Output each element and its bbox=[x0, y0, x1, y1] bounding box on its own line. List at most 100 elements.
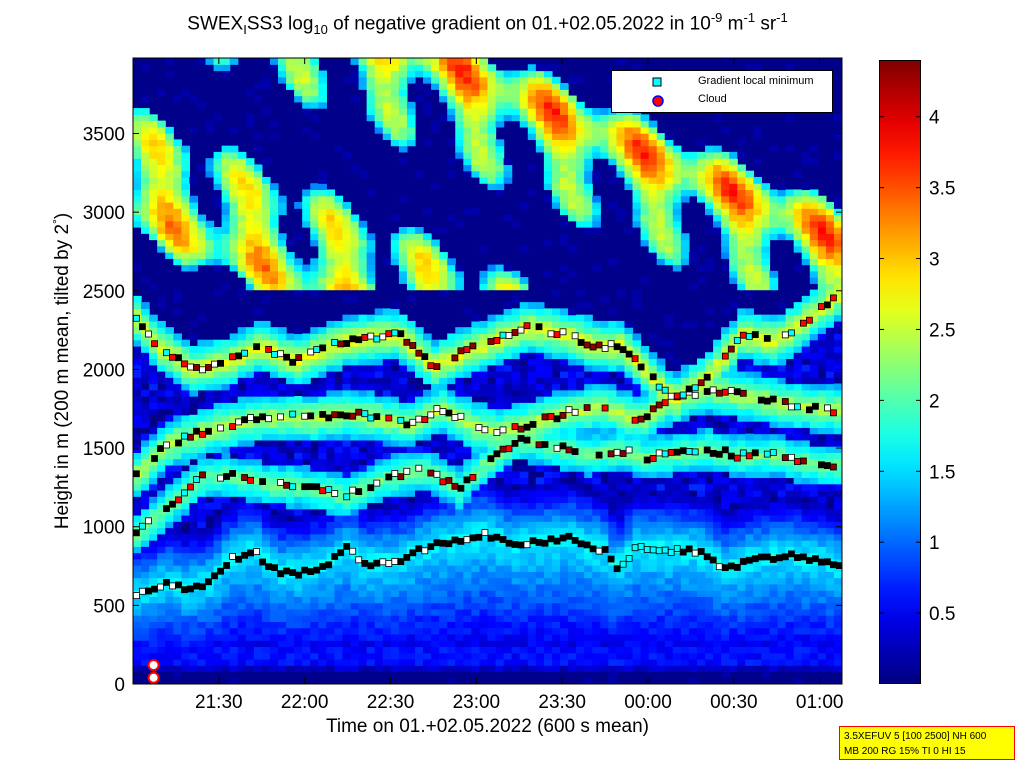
heatmap-cell bbox=[310, 571, 319, 579]
heatmap-cell bbox=[342, 402, 352, 410]
heatmap-cell bbox=[294, 565, 303, 572]
heatmap-cell bbox=[390, 452, 400, 460]
heatmap-cell bbox=[294, 377, 303, 385]
heatmap-cell bbox=[229, 264, 239, 272]
heatmap-cell bbox=[237, 646, 247, 654]
heatmap-cell bbox=[374, 320, 384, 328]
heatmap-cell bbox=[133, 133, 142, 140]
heatmap-cell bbox=[165, 227, 174, 234]
heatmap-cell bbox=[334, 590, 344, 597]
heatmap-cell bbox=[366, 64, 376, 72]
heatmap-cell bbox=[398, 239, 408, 247]
heatmap-cell bbox=[197, 646, 207, 654]
heatmap-cell bbox=[229, 345, 239, 353]
heatmap-cell bbox=[173, 621, 182, 629]
heatmap-cell bbox=[141, 421, 150, 428]
heatmap-cell bbox=[358, 452, 368, 460]
heatmap-cell bbox=[269, 502, 279, 510]
heatmap-cell bbox=[245, 201, 255, 209]
heatmap-cell bbox=[165, 208, 174, 216]
heatmap-cell bbox=[149, 345, 158, 353]
heatmap-cell bbox=[157, 208, 166, 216]
heatmap-cell bbox=[133, 496, 142, 504]
heatmap-cell bbox=[221, 552, 231, 560]
heatmap-cell bbox=[294, 452, 303, 460]
heatmap-cell bbox=[342, 314, 352, 322]
heatmap-cell bbox=[253, 339, 263, 347]
heatmap-cell bbox=[213, 577, 223, 585]
title-rest: of negative gradient on 01.+02.05.2022 i… bbox=[327, 13, 711, 35]
heatmap-cell bbox=[141, 508, 150, 516]
heatmap-cell bbox=[382, 489, 392, 497]
heatmap-cell bbox=[173, 521, 182, 529]
heatmap-cell bbox=[342, 201, 352, 209]
heatmap-cell bbox=[261, 383, 271, 391]
heatmap-cell bbox=[286, 252, 295, 259]
heatmap-cell bbox=[286, 477, 295, 485]
heatmap-cell bbox=[414, 452, 424, 460]
heatmap-cell bbox=[358, 590, 368, 597]
heatmap-cell bbox=[350, 345, 360, 353]
heatmap-cell bbox=[278, 521, 287, 529]
heatmap-cell bbox=[237, 170, 247, 178]
heatmap-cell bbox=[350, 533, 360, 541]
heatmap-cell bbox=[406, 383, 416, 391]
heatmap-cell bbox=[326, 552, 336, 560]
heatmap-cell bbox=[173, 427, 182, 435]
heatmap-cell bbox=[382, 258, 392, 266]
heatmap-cell bbox=[157, 364, 166, 372]
heatmap-cell bbox=[310, 546, 319, 554]
heatmap-cell bbox=[149, 527, 158, 535]
heatmap-cell bbox=[374, 615, 384, 622]
heatmap-cell bbox=[189, 508, 199, 516]
heatmap-cell bbox=[366, 514, 376, 522]
heatmap-cell bbox=[390, 665, 400, 673]
heatmap-cell bbox=[141, 477, 150, 485]
heatmap-cell bbox=[205, 552, 215, 560]
heatmap-cell bbox=[423, 439, 432, 447]
heatmap-cell bbox=[237, 220, 247, 228]
heatmap-cell bbox=[278, 270, 287, 278]
heatmap-cell bbox=[245, 583, 255, 591]
heatmap-cell bbox=[366, 58, 376, 65]
heatmap-cell bbox=[318, 608, 327, 616]
heatmap-cell bbox=[173, 546, 182, 554]
heatmap-cell bbox=[261, 464, 271, 472]
heatmap-cell bbox=[358, 327, 368, 335]
heatmap-cell bbox=[189, 602, 199, 610]
heatmap-cell bbox=[149, 464, 158, 472]
heatmap-cell bbox=[278, 458, 287, 466]
heatmap-cell bbox=[334, 565, 344, 572]
heatmap-cell bbox=[318, 502, 327, 510]
heatmap-cell bbox=[431, 345, 440, 353]
heatmap-cell bbox=[334, 514, 344, 522]
heatmap-cell bbox=[157, 333, 166, 341]
heatmap-cell bbox=[310, 652, 319, 660]
heatmap-cell bbox=[237, 339, 247, 347]
heatmap-cell bbox=[213, 546, 223, 554]
heatmap-cell bbox=[245, 608, 255, 616]
heatmap-cell bbox=[229, 602, 239, 610]
heatmap-cell bbox=[286, 646, 295, 654]
heatmap-cell bbox=[269, 371, 279, 378]
heatmap-cell bbox=[310, 233, 319, 241]
heatmap-cell bbox=[229, 208, 239, 216]
heatmap-cell bbox=[205, 571, 215, 579]
heatmap-cell bbox=[221, 227, 231, 234]
heatmap-cell bbox=[406, 371, 416, 378]
heatmap-cell bbox=[278, 408, 287, 416]
heatmap-cell bbox=[181, 502, 190, 510]
heatmap-cell bbox=[286, 608, 295, 616]
heatmap-cell bbox=[205, 471, 215, 479]
heatmap-cell bbox=[358, 508, 368, 516]
heatmap-cell bbox=[237, 345, 247, 353]
heatmap-cell bbox=[350, 364, 360, 372]
heatmap-cell bbox=[334, 464, 344, 472]
heatmap-cell bbox=[173, 652, 182, 660]
heatmap-cell bbox=[342, 233, 352, 241]
heatmap-cell bbox=[205, 414, 215, 422]
heatmap-cell bbox=[414, 502, 424, 510]
heatmap-cell bbox=[423, 608, 432, 616]
heatmap-cell bbox=[181, 552, 190, 560]
heatmap-cell bbox=[326, 502, 336, 510]
